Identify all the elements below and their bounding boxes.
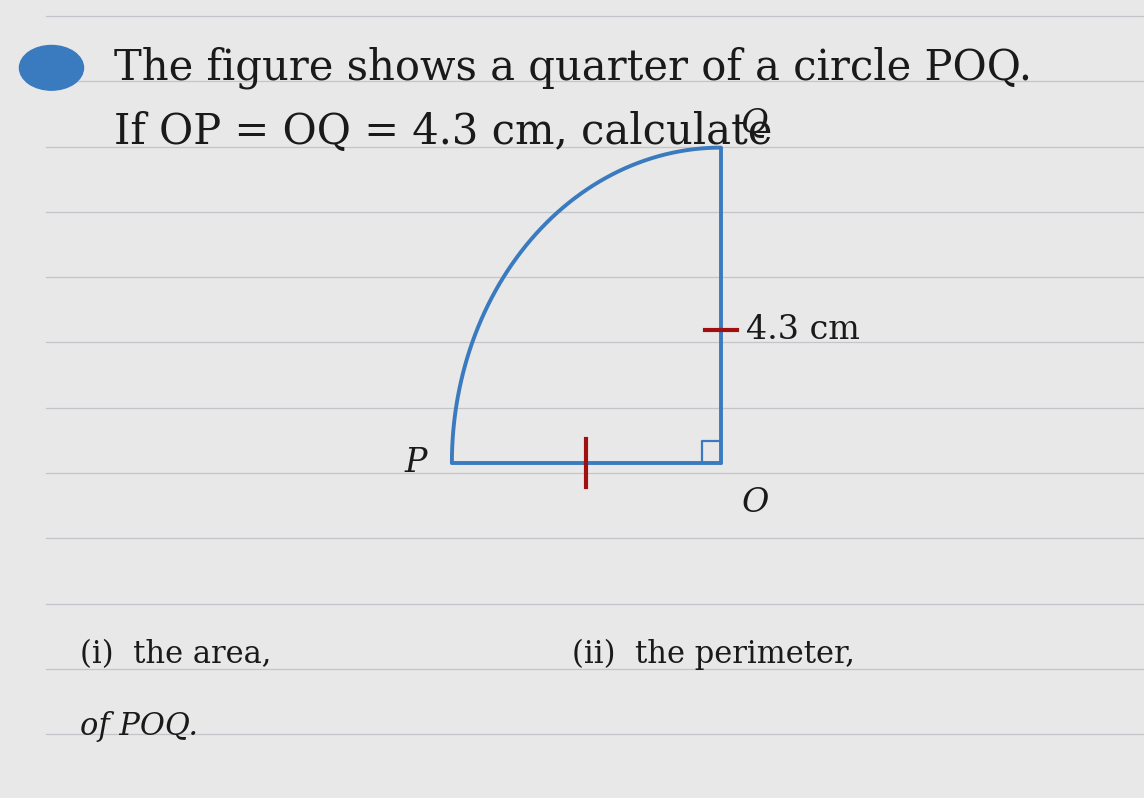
Text: The figure shows a quarter of a circle POQ.: The figure shows a quarter of a circle P… (114, 46, 1032, 89)
Text: (ii)  the perimeter,: (ii) the perimeter, (572, 638, 855, 670)
Text: P: P (404, 447, 427, 479)
Text: O: O (741, 487, 769, 519)
Text: 4.3 cm: 4.3 cm (746, 314, 860, 346)
Text: Q: Q (741, 108, 769, 140)
Text: If OP = OQ = 4.3 cm, calculate: If OP = OQ = 4.3 cm, calculate (114, 111, 773, 152)
Circle shape (19, 45, 84, 90)
Text: of POQ.: of POQ. (80, 711, 198, 741)
Text: (i)  the area,: (i) the area, (80, 639, 271, 670)
